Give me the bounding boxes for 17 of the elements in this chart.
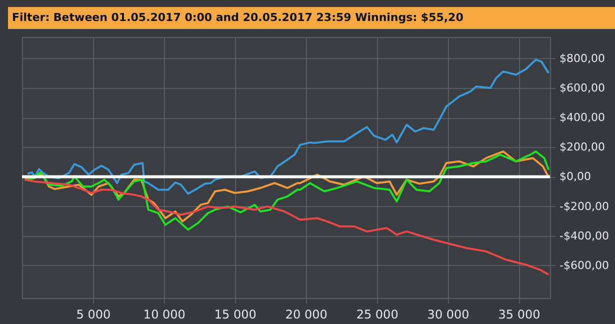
y-tick-label: $800,00 (560, 52, 605, 65)
chart-title: Filter: Between 01.05.2017 0:00 and 20.05.2017 23:59 Winnings: $55,20 (8, 7, 615, 29)
y-tick-label: -$200,00 (560, 200, 609, 213)
y-tick-label: -$400,00 (560, 229, 609, 242)
y-tick-label: $600,00 (560, 82, 605, 95)
x-tick-label: 5 000 (76, 308, 111, 322)
y-tick-label: $400,00 (560, 111, 605, 124)
x-tick-label: 25 000 (356, 308, 398, 322)
x-tick-label: 30 000 (427, 308, 470, 322)
x-tick-label: 10 000 (143, 308, 186, 322)
x-tick-label: 15 000 (214, 308, 256, 322)
y-tick-label: $200,00 (560, 140, 605, 154)
x-tick-label: 35 000 (498, 308, 540, 322)
line-series (26, 58, 550, 195)
y-tick-label: $0,00 (560, 170, 591, 184)
y-tick-label: -$600,00 (560, 258, 609, 272)
x-tick-label: 20 000 (285, 308, 328, 322)
